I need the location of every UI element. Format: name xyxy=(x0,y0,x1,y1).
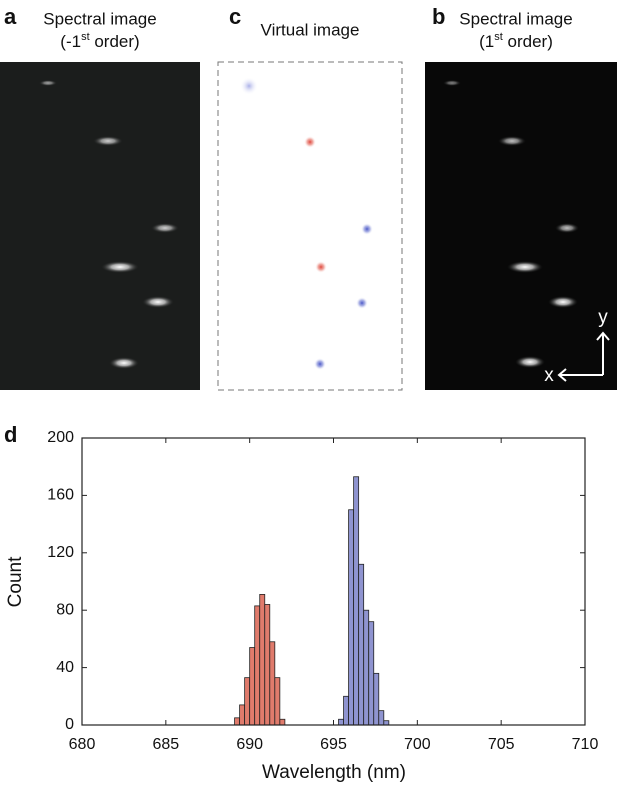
subtitle-part: order) xyxy=(503,32,553,51)
panel-title: Spectral image xyxy=(43,9,156,28)
x-tick-label: 685 xyxy=(152,736,179,753)
subtitle-part: (1 xyxy=(479,32,494,51)
bar xyxy=(363,609,370,726)
panel-title: Virtual image xyxy=(261,20,360,39)
x-axis-label: Wavelength (nm) xyxy=(262,762,406,783)
y-axis-label: Count xyxy=(5,556,26,607)
panel-label: a xyxy=(4,4,17,29)
panel-c-image xyxy=(217,61,403,391)
panel-label: d xyxy=(4,422,17,447)
panel-label: b xyxy=(432,4,445,29)
y-tick-label: 80 xyxy=(56,601,74,618)
subtitle-sup: st xyxy=(81,31,90,43)
x-tick-label: 700 xyxy=(404,736,431,753)
bar xyxy=(383,720,390,726)
panel-label: c xyxy=(229,4,241,29)
bar xyxy=(269,641,276,726)
y-tick-label: 200 xyxy=(47,429,74,446)
x-tick-label: 695 xyxy=(320,736,347,753)
y-tick-label: 120 xyxy=(47,544,74,561)
bar xyxy=(249,647,256,726)
bar xyxy=(348,509,355,726)
subtitle-sup: st xyxy=(494,31,503,43)
x-tick-label: 690 xyxy=(236,736,263,753)
bar xyxy=(239,704,246,726)
bar xyxy=(378,710,385,726)
bar xyxy=(343,695,349,726)
y-tick-label: 160 xyxy=(47,487,74,504)
panel-a-image xyxy=(0,62,200,390)
bar xyxy=(279,718,286,726)
bar xyxy=(274,677,281,726)
histogram: 680 685 690 695 700 705 710 0 40 80 120 160 200 xyxy=(47,429,598,753)
bar xyxy=(244,677,251,726)
panel-b-image: x y xyxy=(425,62,617,390)
bar xyxy=(254,605,261,726)
bar xyxy=(234,717,241,726)
bar xyxy=(353,476,360,726)
bar xyxy=(259,594,266,726)
subtitle-part: order) xyxy=(90,32,140,51)
subtitle-part: (-1 xyxy=(60,32,81,51)
bar xyxy=(358,563,365,726)
x-tick-label: 705 xyxy=(488,736,515,753)
y-arrow-label: y xyxy=(598,307,608,328)
y-tick-label: 40 xyxy=(56,659,74,676)
x-arrow-label: x xyxy=(544,365,554,386)
panel-subtitle: (1st order) xyxy=(479,31,553,52)
bar xyxy=(338,718,344,726)
x-tick-label: 680 xyxy=(69,736,96,753)
y-tick-label: 0 xyxy=(65,716,74,733)
bar xyxy=(373,672,380,726)
bar xyxy=(264,604,271,726)
panel-title: Spectral image xyxy=(459,9,572,28)
bar xyxy=(368,621,375,726)
panel-subtitle: (-1st order) xyxy=(60,31,139,52)
x-tick-label: 710 xyxy=(572,736,599,753)
plot-frame xyxy=(81,437,586,726)
